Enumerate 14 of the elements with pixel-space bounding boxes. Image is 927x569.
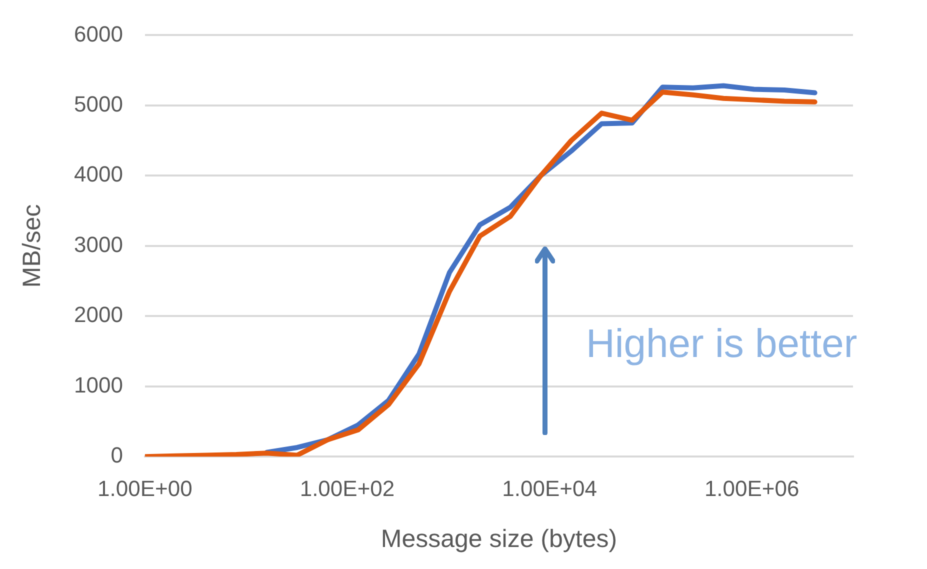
y-tick-label: 2000: [74, 302, 123, 328]
y-tick-label: 3000: [74, 232, 123, 257]
y-axis-title: MB/sec: [18, 204, 46, 288]
annotation: Higher is better: [586, 322, 858, 367]
x-axis-title: Message size (bytes): [380, 524, 618, 553]
x-tick-label: 1.00E+02: [300, 476, 395, 501]
x-tick-label: 1.00E+00: [98, 476, 192, 501]
y-tick-label: 1000: [74, 372, 123, 398]
y-tick-label: 5000: [74, 91, 123, 116]
x-tick-label: 1.00E+04: [502, 476, 597, 501]
y-tick-label: 4000: [74, 162, 123, 187]
y-tick-label: 0: [110, 442, 123, 468]
y-tick-label: 6000: [74, 21, 123, 46]
x-tick-label: 1.00E+06: [704, 476, 800, 501]
